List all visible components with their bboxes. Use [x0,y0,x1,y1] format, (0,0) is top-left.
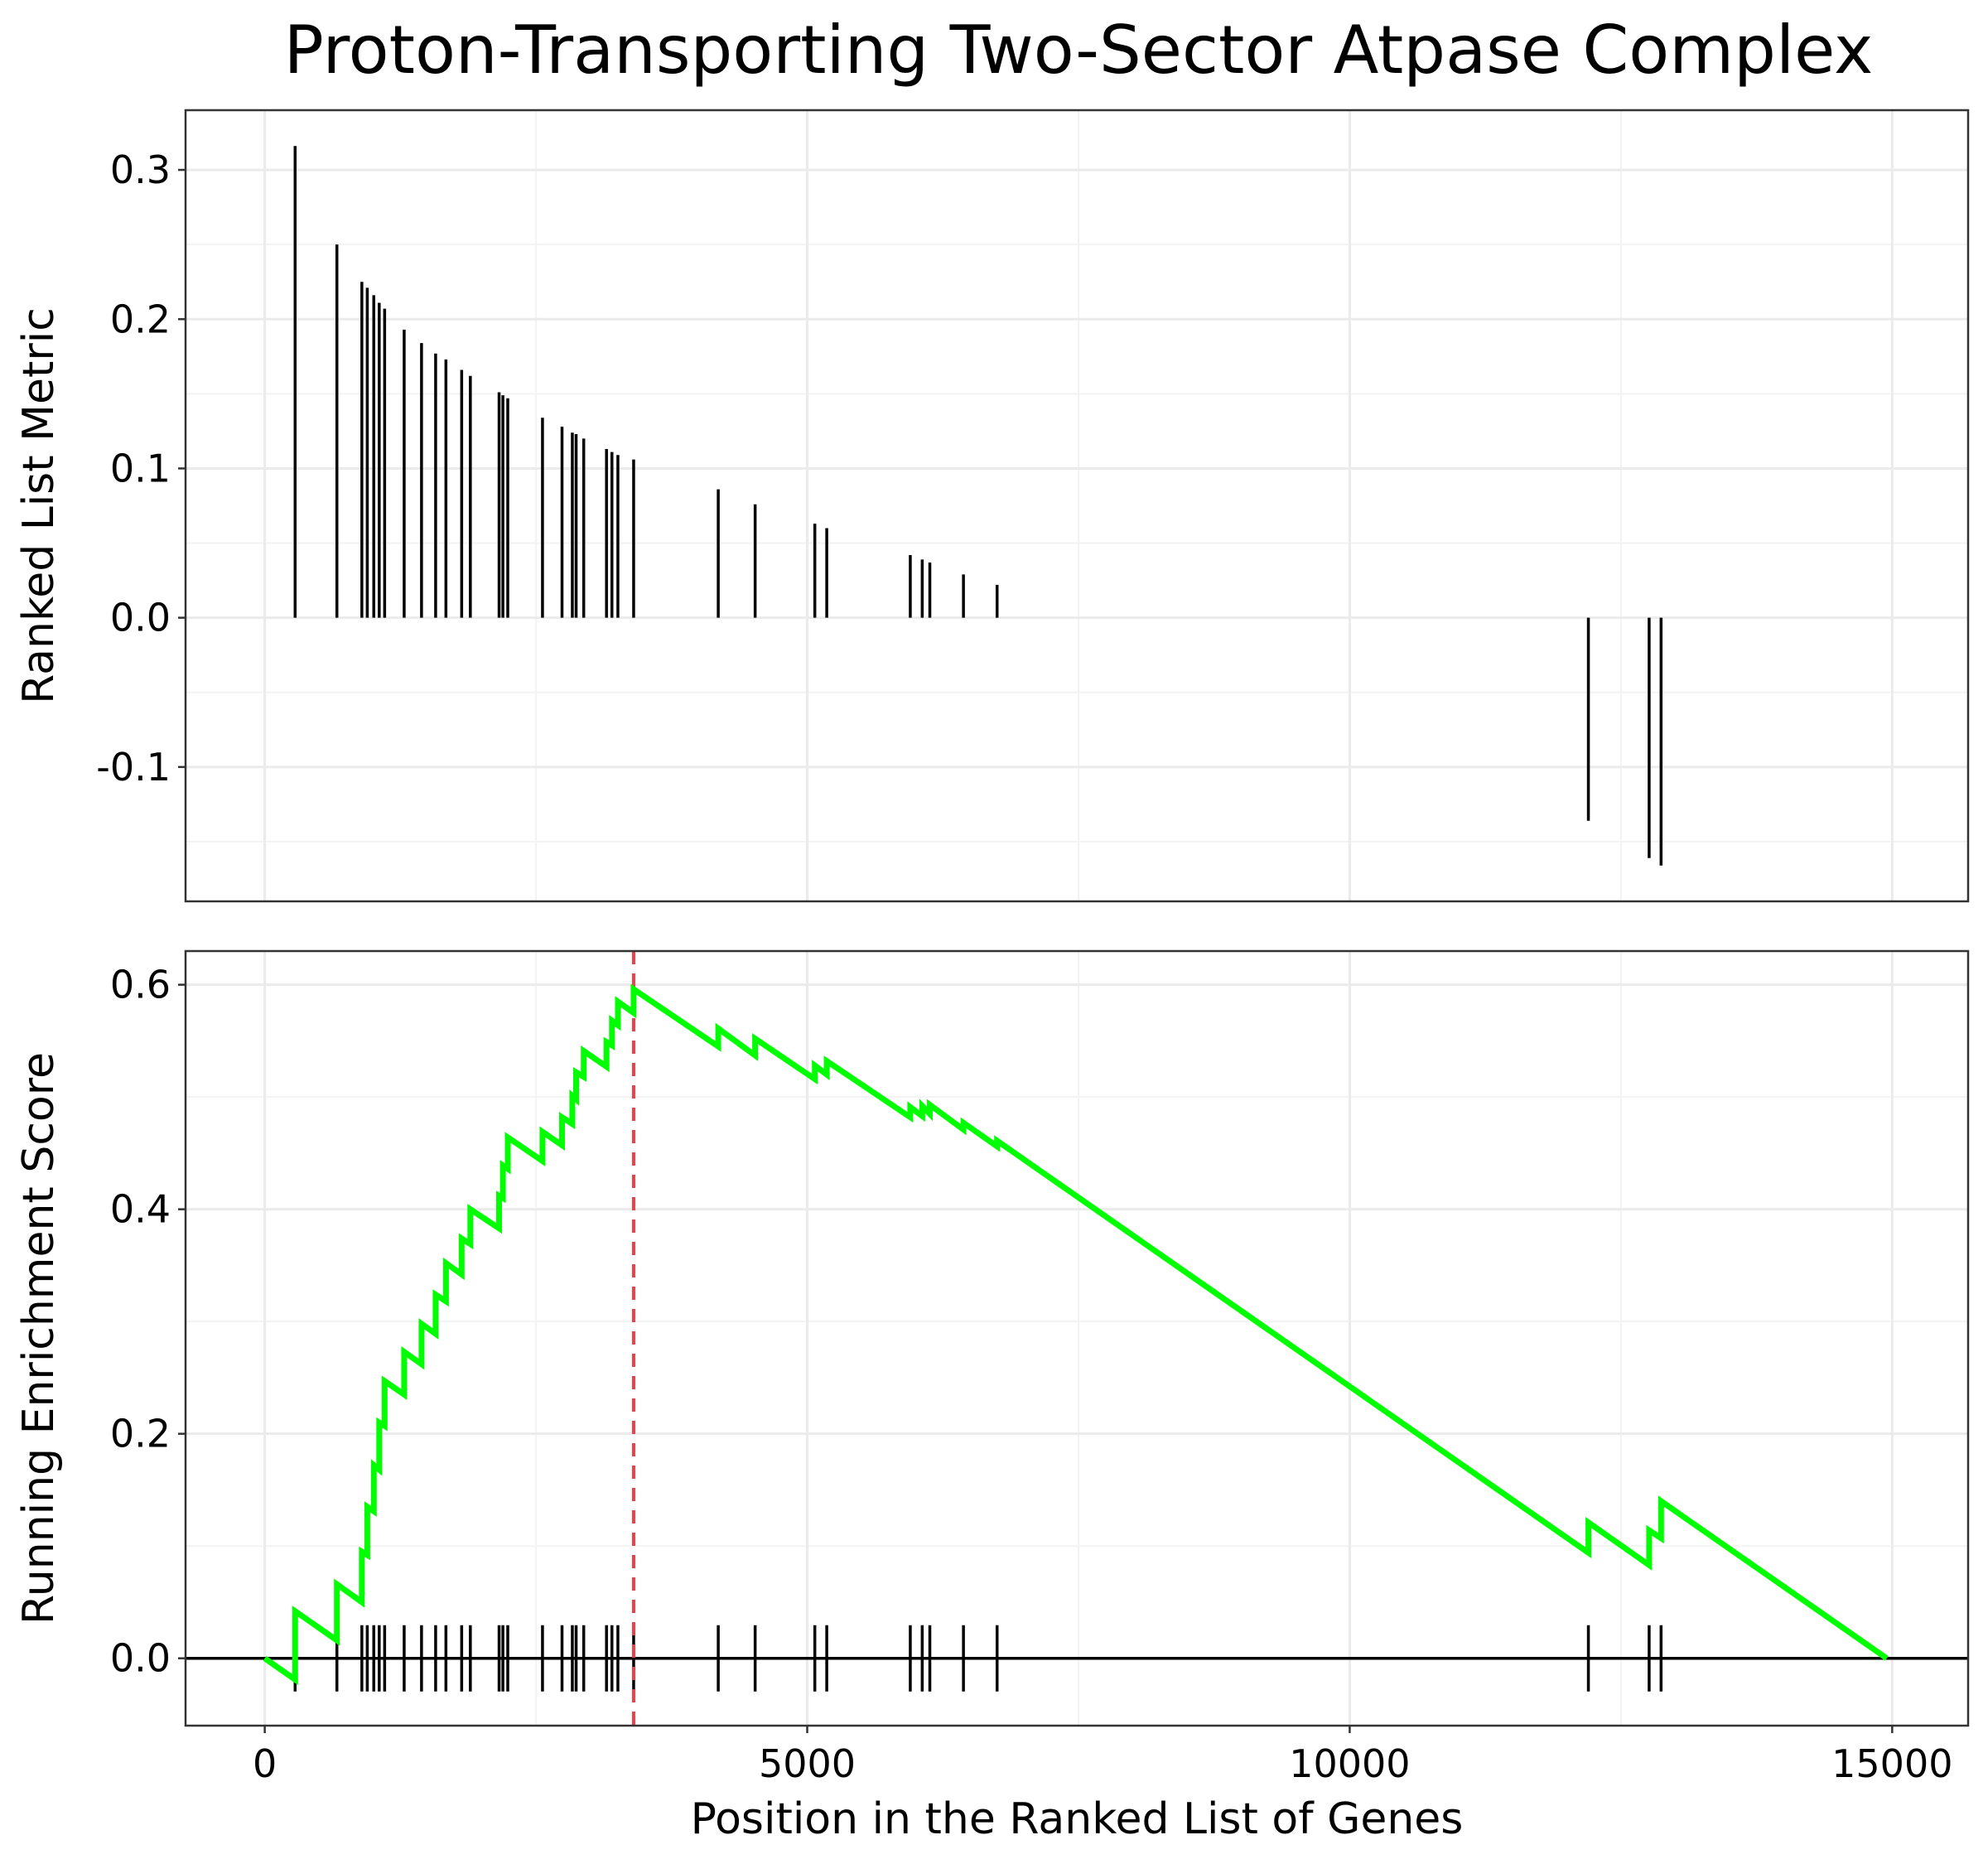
x-axis-label: Position in the Ranked List of Genes [691,1794,1464,1844]
y-tick-label: 0.2 [110,1412,171,1456]
y-tick-label: 0.0 [110,1636,171,1681]
enrichment-score-panel: 0.0 0.2 0.4 0.6 0 5000 10000 15000 Running Enr… [14,949,1970,1844]
ranked-metric-panel: -0.1 0.0 0.1 0.2 0.3 Ranked List Metric [14,109,1970,903]
x-tick-label: 0 [253,1741,277,1786]
running-es-curve [263,983,1889,1686]
enrichment-score-frame [184,949,1970,1727]
enrichment-score-grid [186,951,1968,1726]
y-tick-label: -0.1 [96,745,171,790]
enrichment-score-y-axis: 0.0 0.2 0.4 0.6 [110,963,186,1681]
y-tick-label: 0.4 [110,1187,171,1232]
chart-title: Proton-Transporting Two-Sector Atpase Co… [284,12,1874,89]
x-tick-label: 15000 [1831,1741,1952,1786]
x-axis: 0 5000 10000 15000 [253,1726,1952,1786]
ranked-metric-y-axis: -0.1 0.0 0.1 0.2 0.3 [96,147,186,790]
x-tick-label: 10000 [1289,1741,1410,1786]
enrichment-score-y-label: Running Enrichment Score [14,1052,64,1625]
ranked-metric-bars [293,146,1663,866]
ranked-metric-frame [184,109,1970,903]
y-tick-label: 0.3 [110,147,171,192]
ranked-metric-y-label: Ranked List Metric [14,307,64,704]
x-tick-label: 5000 [759,1741,856,1786]
y-tick-label: 0.0 [110,596,171,640]
y-tick-label: 0.1 [110,446,171,490]
ranked-metric-grid [186,110,1968,901]
y-tick-label: 0.6 [110,963,171,1007]
y-tick-label: 0.2 [110,297,171,341]
